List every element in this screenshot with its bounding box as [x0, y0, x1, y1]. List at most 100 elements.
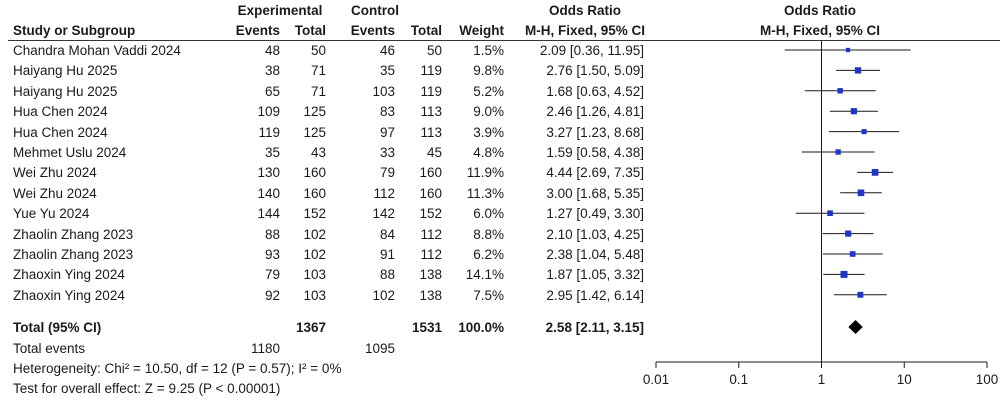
odds-ratio-ci: 1.87 [1.05, 3.32]: [546, 267, 644, 283]
x-tick-label: 1: [818, 372, 826, 387]
exp-total: 50: [310, 43, 326, 58]
ctrl-total: 138: [419, 267, 442, 283]
exp-total: 160: [303, 165, 326, 181]
weight-value: 6.0%: [473, 206, 504, 222]
exp-total: 102: [303, 226, 326, 242]
study-marker: [861, 129, 867, 135]
odds-ratio-ci: 1.68 [0.63, 4.52]: [546, 83, 644, 99]
weight-value: 11.3%: [466, 185, 504, 201]
weight-value: 11.9%: [466, 165, 504, 181]
exp-events: 88: [264, 226, 280, 242]
ctrl-events: 112: [373, 185, 395, 201]
ctrl-total: 160: [419, 165, 442, 181]
study-name: Haiyang Hu 2025: [13, 83, 118, 99]
ctrl-total: 152: [419, 206, 442, 222]
exp-total: 125: [303, 124, 326, 140]
exp-events: 35: [264, 145, 280, 160]
total-exp-total: 1367: [295, 320, 326, 335]
study-name: Wei Zhu 2024: [13, 185, 97, 201]
study-marker: [837, 88, 843, 94]
odds-ratio-ci: 2.76 [1.50, 5.09]: [546, 63, 644, 79]
study-marker: [845, 230, 852, 237]
odds-ratio-ci: 2.38 [1.04, 5.48]: [546, 247, 644, 262]
control-group-header: Control: [351, 3, 399, 18]
or-method-header-right: M-H, Fixed, 95% CI: [759, 23, 881, 38]
study-marker: [849, 251, 856, 257]
pooled-diamond: [848, 320, 863, 334]
weight-value: 9.8%: [473, 63, 504, 79]
total-ctrl-total: 1531: [411, 320, 442, 335]
study-marker: [835, 149, 841, 155]
study-name: Wei Zhu 2024: [13, 165, 97, 181]
weight-value: 6.2%: [473, 247, 504, 262]
odds-ratio-ci: 2.95 [1.42, 6.14]: [546, 287, 644, 303]
odds-ratio-ci: 1.27 [0.49, 3.30]: [546, 206, 644, 222]
total-ctrl-events: 1095: [364, 341, 395, 356]
odds-ratio-header-right: Odds Ratio: [783, 3, 856, 18]
heterogeneity-text: Heterogeneity: Chi² = 10.50, df = 12 (P …: [13, 361, 342, 376]
exp-events: 38: [264, 63, 280, 79]
weight-value: 3.9%: [473, 124, 504, 140]
total-exp-events: 1180: [250, 341, 280, 356]
odds-ratio-ci: 2.10 [1.03, 4.25]: [546, 226, 644, 242]
weight-header: Weight: [459, 23, 504, 38]
x-tick-label: 0.01: [643, 372, 669, 387]
ctrl-events: 46: [379, 43, 395, 58]
experimental-group-header: Experimental: [237, 3, 323, 18]
exp-events: 79: [264, 267, 280, 283]
odds-ratio-ci: 1.59 [0.58, 4.38]: [546, 145, 644, 160]
ctrl-events: 142: [372, 206, 395, 222]
exp-total: 152: [303, 206, 326, 222]
exp-total: 103: [303, 287, 326, 303]
x-tick-label: 10: [897, 372, 912, 387]
study-marker: [854, 67, 862, 74]
total-weight: 100.0%: [458, 320, 504, 335]
or-method-header-left: M-H, Fixed, 95% CI: [524, 23, 646, 38]
study-name: Zhaolin Zhang 2023: [13, 247, 134, 262]
weight-value: 5.2%: [473, 83, 504, 99]
ctrl-total: 112: [420, 226, 442, 242]
study-name: Zhaoxin Ying 2024: [13, 267, 125, 283]
ctrl-total-header: Total: [410, 23, 442, 38]
study-name: Hua Chen 2024: [13, 104, 108, 120]
x-tick-label: 100: [976, 372, 999, 387]
x-tick-label: 0.1: [729, 372, 748, 387]
study-name: Mehmet Uslu 2024: [13, 145, 127, 160]
exp-events: 140: [257, 185, 280, 201]
weight-value: 9.0%: [473, 104, 504, 120]
odds-ratio-header-left: Odds Ratio: [548, 3, 621, 18]
study-marker: [857, 189, 865, 197]
ctrl-total: 45: [426, 145, 442, 160]
ctrl-total: 138: [419, 287, 442, 303]
exp-events-header: Events: [235, 23, 280, 38]
exp-events: 92: [264, 287, 280, 303]
weight-value: 8.8%: [473, 226, 504, 242]
ctrl-events: 79: [379, 165, 395, 181]
total-label: Total (95% CI): [13, 320, 102, 335]
ctrl-total: 160: [419, 185, 442, 201]
ctrl-events: 102: [372, 287, 395, 303]
exp-total: 71: [310, 63, 326, 79]
exp-events: 109: [257, 104, 280, 120]
weight-value: 4.8%: [473, 145, 504, 160]
ctrl-events: 88: [379, 267, 395, 283]
study-name: Yue Yu 2024: [13, 206, 90, 222]
exp-total-header: Total: [294, 23, 326, 38]
odds-ratio-ci: 2.46 [1.26, 4.81]: [546, 104, 644, 120]
exp-events: 65: [264, 83, 280, 99]
study-marker: [871, 169, 879, 176]
odds-ratio-ci: 3.00 [1.68, 5.35]: [546, 185, 644, 201]
ctrl-total: 113: [420, 124, 442, 140]
ctrl-events: 91: [379, 247, 395, 262]
study-marker: [857, 291, 864, 298]
weight-value: 1.5%: [473, 43, 504, 58]
total-events-label: Total events: [13, 341, 86, 356]
exp-total: 43: [310, 145, 326, 160]
exp-total: 160: [303, 185, 326, 201]
ctrl-events: 103: [372, 83, 395, 99]
ctrl-events: 33: [379, 145, 395, 160]
study-column-header: Study or Subgroup: [13, 23, 136, 38]
study-name: Chandra Mohan Vaddi 2024: [13, 43, 181, 58]
ctrl-events: 84: [379, 226, 395, 242]
